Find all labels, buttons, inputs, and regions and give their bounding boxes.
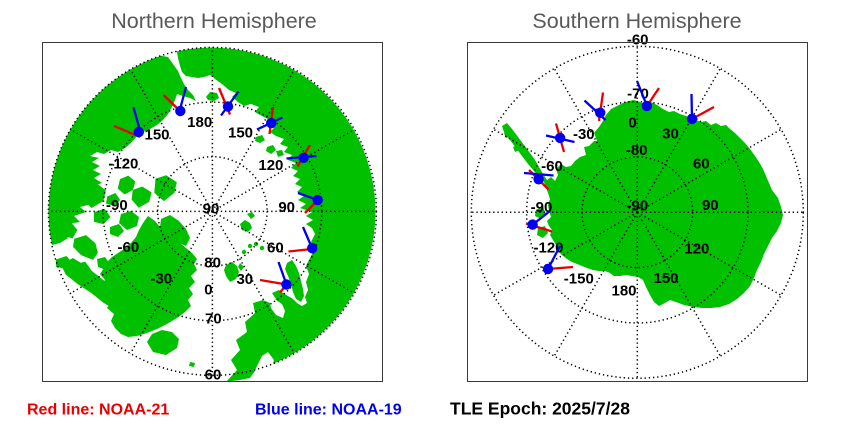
svg-text:-120: -120 <box>108 155 138 172</box>
svg-text:-30: -30 <box>150 270 172 287</box>
svg-text:-90: -90 <box>106 197 128 214</box>
svg-text:90: 90 <box>702 197 719 214</box>
svg-text:Northern Hemisphere: Northern Hemisphere <box>111 9 317 33</box>
svg-text:-90: -90 <box>531 199 553 216</box>
svg-text:180: 180 <box>611 282 636 299</box>
svg-text:60: 60 <box>205 367 222 384</box>
svg-text:-30: -30 <box>573 126 595 143</box>
svg-text:-150: -150 <box>564 270 594 287</box>
svg-text:80: 80 <box>204 255 221 272</box>
svg-text:-60: -60 <box>627 32 649 49</box>
svg-text:Southern Hemisphere: Southern Hemisphere <box>532 9 741 33</box>
svg-text:-60: -60 <box>118 239 140 256</box>
svg-text:0: 0 <box>204 281 212 298</box>
svg-text:150: 150 <box>228 125 253 142</box>
svg-text:180: 180 <box>187 114 212 131</box>
svg-text:70: 70 <box>205 311 222 328</box>
svg-text:TLE Epoch: 2025/7/28: TLE Epoch: 2025/7/28 <box>450 399 630 419</box>
svg-text:120: 120 <box>684 241 709 258</box>
svg-text:90: 90 <box>278 199 295 216</box>
svg-text:30: 30 <box>236 271 253 288</box>
svg-text:150: 150 <box>653 270 678 287</box>
svg-text:Blue line: NOAA-19: Blue line: NOAA-19 <box>255 402 402 419</box>
svg-text:60: 60 <box>693 155 710 172</box>
svg-text:-90: -90 <box>627 198 649 215</box>
svg-text:-60: -60 <box>541 158 563 175</box>
svg-text:-80: -80 <box>626 142 648 159</box>
svg-text:Red line: NOAA-21: Red line: NOAA-21 <box>27 402 169 419</box>
svg-text:120: 120 <box>258 157 283 174</box>
svg-text:150: 150 <box>144 127 169 144</box>
svg-text:90: 90 <box>203 201 220 218</box>
svg-text:30: 30 <box>662 126 679 143</box>
svg-text:0: 0 <box>628 115 636 132</box>
svg-text:60: 60 <box>267 240 284 257</box>
